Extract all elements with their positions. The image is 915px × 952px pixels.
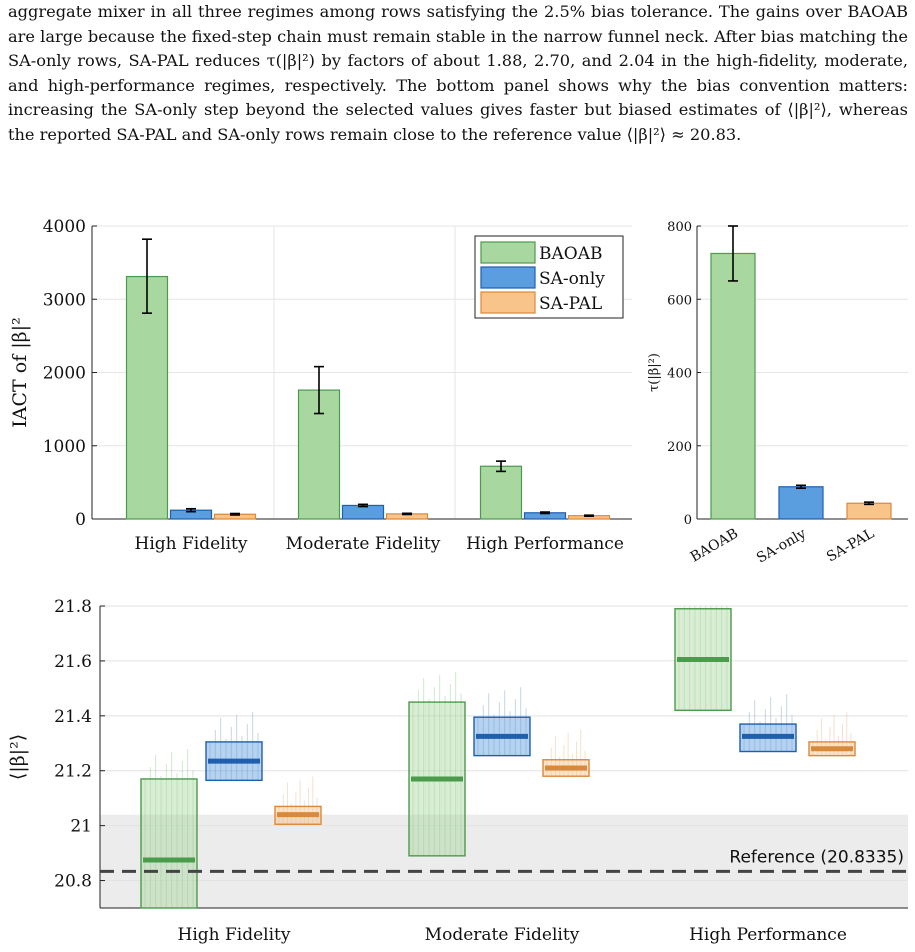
x-tick-label: BAOAB <box>688 526 741 566</box>
bar-baoab <box>710 252 756 520</box>
y-tick-label: 200 <box>667 440 692 455</box>
y-tick-label: 400 <box>667 367 692 382</box>
bar-sa-only <box>341 504 385 520</box>
y-tick-label: 21.2 <box>54 762 92 782</box>
y-axis-label: IACT of |β|² <box>9 317 31 427</box>
y-tick-label: 800 <box>667 220 692 235</box>
legend-label-baoab: BAOAB <box>539 244 602 264</box>
y-tick-label: 0 <box>684 513 692 528</box>
body-paragraph: aggregate mixer in all three regimes amo… <box>8 2 908 144</box>
legend-swatch-sa-only <box>480 266 536 289</box>
bar-baoab <box>479 465 523 520</box>
box-baoab <box>140 778 198 909</box>
x-tick-label: High Fidelity <box>178 925 291 945</box>
y-tick-label: 600 <box>667 293 692 308</box>
legend-swatch-sa-pal <box>480 291 536 314</box>
x-tick-label: SA-only <box>754 526 809 567</box>
legend-swatch-baoab <box>480 241 536 264</box>
reference-band <box>100 814 908 908</box>
x-tick-label: High Performance <box>689 925 847 945</box>
y-tick-label: 21 <box>70 817 92 837</box>
y-tick-label: 21.6 <box>54 652 92 672</box>
y-tick-label: 3000 <box>43 290 86 310</box>
x-tick-label: Moderate Fidelity <box>286 534 441 554</box>
x-tick-label: Moderate Fidelity <box>425 925 580 945</box>
y-tick-label: 20.8 <box>54 872 92 892</box>
iact-bar-panel: 0 1000 2000 3000 4000 IACT of |β|² High Fideli… <box>9 217 632 554</box>
y-axis-label: τ(|β|²) <box>647 353 662 392</box>
x-tick-label: High Fidelity <box>135 534 248 554</box>
bar-baoab <box>125 275 169 520</box>
y-tick-label: 0 <box>75 510 86 530</box>
y-tick-label: 21.4 <box>54 707 92 727</box>
y-tick-label: 4000 <box>43 217 86 237</box>
y-axis-label: ⟨|β|²⟩ <box>7 734 29 780</box>
tau-bar-panel: 0 200 400 600 800 τ(|β|²) BAOAB SA-only SA-PAL <box>647 220 908 567</box>
mean-box-panel: 20.8 21 21.2 21.4 21.6 21.8 ⟨|β|²⟩ High Fidelit… <box>7 597 908 945</box>
bar-sa-only <box>778 486 824 520</box>
x-tick-label: High Performance <box>466 534 624 554</box>
bar-sa-pal <box>846 502 892 520</box>
x-tick-label: SA-PAL <box>824 526 877 566</box>
legend-label-sa-pal: SA-PAL <box>539 294 602 314</box>
reference-label: Reference (20.8335) <box>729 847 904 867</box>
y-tick-label: 2000 <box>43 364 86 384</box>
y-tick-label: 1000 <box>43 437 86 457</box>
legend-label-sa-only: SA-only <box>539 269 605 289</box>
y-tick-label: 21.8 <box>54 597 92 617</box>
